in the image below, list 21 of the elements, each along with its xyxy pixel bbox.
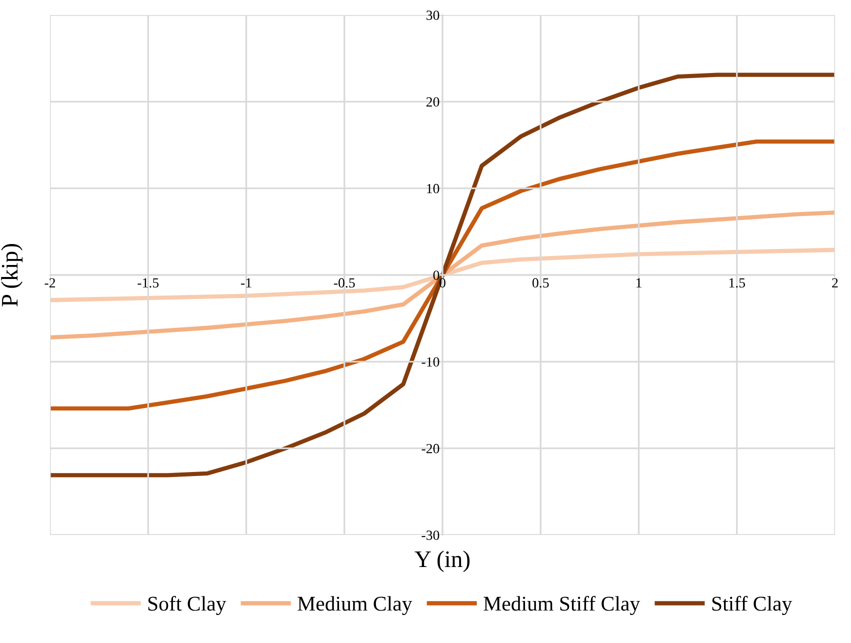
y-tick-label: -30: [422, 530, 440, 540]
x-tick-label: 2: [832, 278, 838, 288]
x-tick-label: 0.5: [532, 278, 549, 288]
legend-label: Medium Stiff Clay: [484, 596, 640, 616]
x-tick-label: -1: [240, 278, 252, 288]
x-tick-label: 1: [636, 278, 642, 288]
y-tick-label: 30: [426, 10, 440, 20]
y-axis-title: P (kip): [1, 244, 23, 306]
y-tick-label: 0: [433, 270, 440, 280]
x-axis-title: Y (in): [414, 550, 470, 572]
x-tick-label: 1.5: [729, 278, 746, 288]
y-tick-label: 20: [426, 97, 440, 107]
legend-label: Medium Clay: [298, 596, 412, 616]
y-tick-label: -20: [422, 444, 440, 454]
legend-label: Stiff Clay: [712, 596, 792, 616]
y-tick-label: 10: [427, 184, 440, 194]
y-tick-label: -10: [422, 357, 440, 367]
x-tick-label: -0.5: [334, 278, 355, 288]
legend-label: Soft Clay: [148, 596, 226, 616]
x-tick-label: -1.5: [138, 278, 159, 288]
x-tick-label: -2: [44, 278, 56, 288]
